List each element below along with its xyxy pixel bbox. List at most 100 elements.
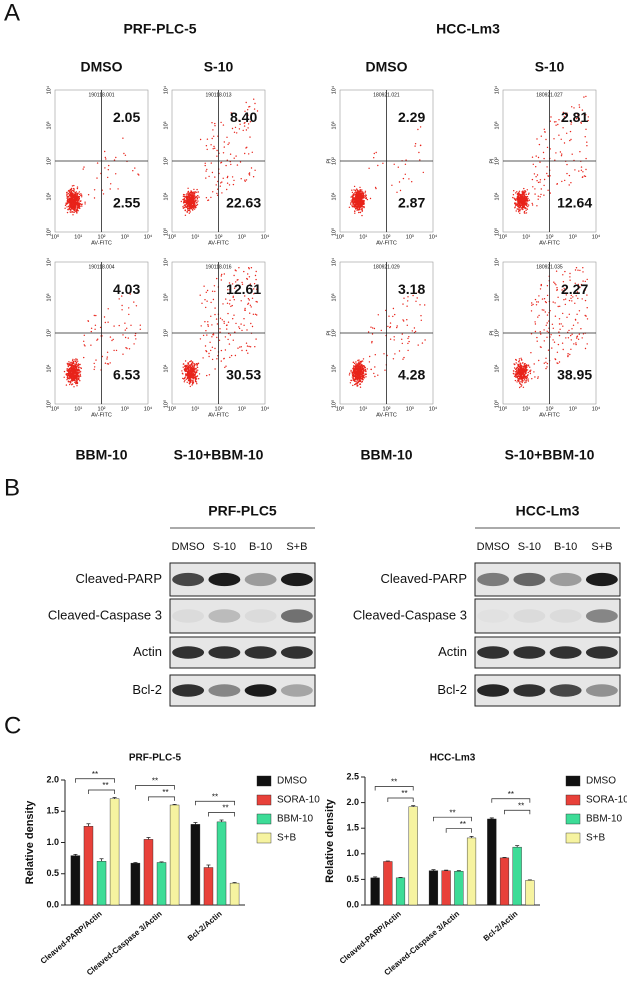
event-dot — [77, 365, 78, 366]
event-dot — [566, 133, 567, 134]
event-dot — [248, 153, 249, 154]
event-dot — [355, 377, 356, 378]
event-dot — [216, 358, 217, 359]
event-dot — [350, 202, 351, 203]
event-dot — [197, 363, 198, 364]
event-dot — [194, 369, 195, 370]
event-dot — [357, 202, 358, 203]
event-dot — [423, 172, 424, 173]
event-dot — [67, 203, 68, 204]
event-dot — [238, 326, 239, 327]
event-dot — [354, 375, 355, 376]
event-dot — [187, 211, 188, 212]
event-dot — [207, 139, 208, 140]
event-dot — [197, 375, 198, 376]
event-dot — [202, 357, 203, 358]
event-dot — [234, 299, 235, 300]
legend-swatch — [566, 833, 580, 843]
event-dot — [245, 147, 246, 148]
event-dot — [194, 202, 195, 203]
event-dot — [528, 193, 529, 194]
event-dot — [189, 196, 190, 197]
event-dot — [188, 368, 189, 369]
band — [550, 573, 582, 586]
event-dot — [545, 358, 546, 359]
event-dot — [562, 326, 563, 327]
event-dot — [75, 360, 76, 361]
event-dot — [522, 199, 523, 200]
event-dot — [183, 363, 184, 364]
event-dot — [529, 200, 530, 201]
event-dot — [350, 382, 351, 383]
event-dot — [80, 204, 81, 205]
y-tick-label: 10² — [46, 157, 52, 165]
y-tick-label: 1.5 — [346, 823, 359, 833]
event-dot — [357, 191, 358, 192]
event-dot — [220, 182, 221, 183]
event-dot — [96, 340, 97, 341]
event-dot — [243, 271, 244, 272]
event-dot — [534, 173, 535, 174]
chart-title: HCC-Lm3 — [430, 753, 476, 764]
event-dot — [570, 182, 571, 183]
event-dot — [214, 348, 215, 349]
event-dot — [227, 176, 228, 177]
event-dot — [254, 170, 255, 171]
event-dot — [195, 372, 196, 373]
legend-label: SORA-10 — [586, 795, 627, 806]
event-dot — [64, 371, 65, 372]
event-dot — [210, 144, 211, 145]
event-dot — [362, 195, 363, 196]
event-dot — [77, 361, 78, 362]
event-dot — [66, 369, 67, 370]
event-dot — [359, 202, 360, 203]
event-dot — [81, 194, 82, 195]
event-dot — [579, 151, 580, 152]
event-dot — [373, 373, 374, 374]
event-dot — [80, 193, 81, 194]
event-dot — [74, 369, 75, 370]
event-dot — [81, 204, 82, 205]
event-dot — [544, 129, 545, 130]
event-dot — [554, 342, 555, 343]
event-dot — [229, 343, 230, 344]
event-dot — [105, 157, 106, 158]
event-dot — [352, 192, 353, 193]
event-dot — [196, 369, 197, 370]
event-dot — [561, 323, 562, 324]
event-dot — [563, 299, 564, 300]
event-dot — [194, 371, 195, 372]
event-dot — [198, 197, 199, 198]
legend-swatch — [566, 795, 580, 805]
event-dot — [355, 208, 356, 209]
event-dot — [125, 329, 126, 330]
event-dot — [248, 303, 249, 304]
error-bar — [86, 824, 90, 827]
event-dot — [525, 210, 526, 211]
event-dot — [122, 354, 123, 355]
event-dot — [205, 330, 206, 331]
legend-swatch — [257, 795, 271, 805]
event-dot — [359, 367, 360, 368]
event-dot — [134, 167, 135, 168]
event-dot — [78, 363, 79, 364]
x-tick-label: 10³ — [121, 234, 129, 240]
event-dot — [75, 208, 76, 209]
event-dot — [193, 371, 194, 372]
event-dot — [527, 378, 528, 379]
y-tick-label: 10² — [163, 157, 169, 165]
event-dot — [403, 178, 404, 179]
event-dot — [207, 290, 208, 291]
event-dot — [188, 379, 189, 380]
event-dot — [555, 316, 556, 317]
event-dot — [544, 179, 545, 180]
event-dot — [553, 138, 554, 139]
event-dot — [412, 330, 413, 331]
event-dot — [552, 339, 553, 340]
event-dot — [419, 159, 420, 160]
event-dot — [535, 331, 536, 332]
event-dot — [220, 318, 221, 319]
event-dot — [354, 381, 355, 382]
event-dot — [369, 356, 370, 357]
event-dot — [190, 366, 191, 367]
